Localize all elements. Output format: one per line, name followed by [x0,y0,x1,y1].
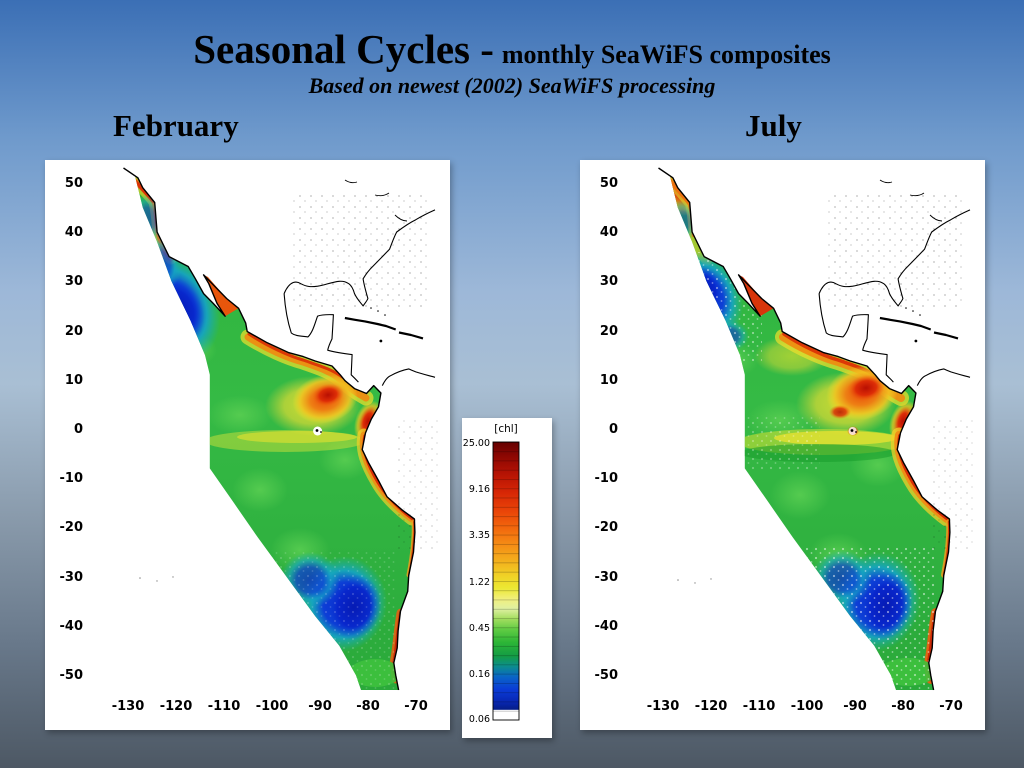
land-detail-texture [290,195,430,310]
february-map: 50 40 30 20 10 0 -10 -20 -30 -40 -50 -13… [45,160,450,730]
lon-tick-label: -130 [647,699,680,714]
lat-tick-label: 50 [600,176,618,191]
lon-tick-label: -90 [308,699,332,714]
lat-tick-label: 40 [600,225,618,240]
lat-tick-label: -40 [595,619,619,634]
lat-tick-label: -10 [60,471,84,486]
lat-tick-label: 0 [74,422,83,437]
colorbar-tick: 0.45 [469,623,490,634]
lon-tick-label: -100 [256,699,289,714]
lon-tick-label: -110 [208,699,241,714]
chlorophyll-colorbar: [chl] 25.00 9.16 3.35 1.22 0.45 0.16 0.0… [462,418,552,738]
lat-tick-label: -30 [595,570,619,585]
colorbar-segments [493,442,519,720]
lat-tick-label: 0 [609,422,618,437]
galapagos-islands [848,427,857,435]
february-map-panel: 50 40 30 20 10 0 -10 -20 -30 -40 -50 -13… [45,160,450,730]
colorbar-tick-labels: 25.00 9.16 3.35 1.22 0.45 0.16 0.06 [463,438,490,725]
coastline [658,167,951,691]
lat-tick-label: -10 [595,471,619,486]
coastline [123,167,416,691]
lat-tick-label: -40 [60,619,84,634]
latitude-axis: 50 40 30 20 10 0 -10 -20 -30 -40 -50 [60,176,84,683]
lon-tick-label: -100 [791,699,824,714]
july-map-panel: 50 40 30 20 10 0 -10 -20 -30 -40 -50 -13… [580,160,985,730]
lon-tick-label: -80 [891,699,915,714]
lon-tick-label: -70 [404,699,428,714]
lat-tick-label: 20 [65,324,83,339]
colorbar-border [492,441,520,721]
slide-subtitle: Based on newest (2002) SeaWiFS processin… [308,73,716,99]
lon-tick-label: -80 [356,699,380,714]
lat-tick-label: -30 [60,570,84,585]
lat-tick-label: 10 [65,373,83,388]
lat-tick-label: 30 [65,274,83,289]
lon-tick-label: -90 [843,699,867,714]
lat-tick-label: 30 [600,274,618,289]
lat-tick-label: 50 [65,176,83,191]
july-map: 50 40 30 20 10 0 -10 -20 -30 -40 -50 -13… [580,160,985,730]
title-block: Seasonal Cycles - monthly SeaWiFS composi… [0,26,1024,99]
colorbar-title: [chl] [494,423,518,435]
stray-data-specks [139,576,174,582]
lon-tick-label: -120 [160,699,193,714]
colorbar-tick: 0.06 [469,714,490,725]
page-title: Seasonal Cycles - monthly SeaWiFS composi… [0,26,1024,72]
colorbar-tick: 1.22 [469,577,490,588]
lat-tick-label: -50 [60,668,84,683]
colorbar-tick: 9.16 [469,484,490,495]
colorbar-tick: 25.00 [463,438,490,449]
longitude-axis: -130 -120 -110 -100 -90 -80 -70 [647,699,963,714]
lon-tick-label: -130 [112,699,145,714]
longitude-axis: -130 -120 -110 -100 -90 -80 -70 [112,699,428,714]
latitude-axis: 50 40 30 20 10 0 -10 -20 -30 -40 -50 [595,176,619,683]
title-main-text: Seasonal Cycles - [193,26,494,72]
galapagos-islands [313,426,323,436]
lat-tick-label: 20 [600,324,618,339]
colorbar-tick: 0.16 [469,669,490,680]
land-detail-texture-south [395,420,440,550]
lat-tick-label: -20 [60,520,84,535]
month-label-july: July [745,108,802,143]
colorbar-panel: [chl] 25.00 9.16 3.35 1.22 0.45 0.16 0.0… [462,418,552,738]
lon-tick-label: -120 [695,699,728,714]
lon-tick-label: -70 [939,699,963,714]
stray-data-specks [677,578,712,584]
land-detail-texture-south [930,420,975,550]
lat-tick-label: 10 [600,373,618,388]
month-label-february: February [113,108,239,143]
lat-tick-label: -50 [595,668,619,683]
lat-tick-label: 40 [65,225,83,240]
gulf-of-california [738,274,774,317]
title-sub-text: monthly SeaWiFS composites [501,40,831,69]
colorbar-tick: 3.35 [469,530,490,541]
lat-tick-label: -20 [595,520,619,535]
land-detail-texture [825,195,965,310]
gulf-of-california [203,274,239,317]
lon-tick-label: -110 [743,699,776,714]
